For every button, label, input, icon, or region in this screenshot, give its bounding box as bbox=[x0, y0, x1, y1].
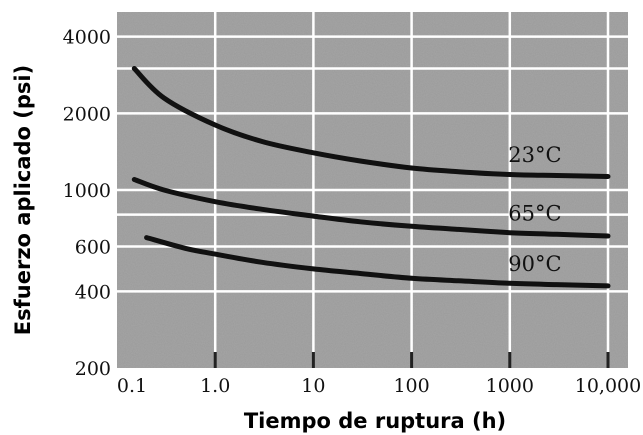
x-tick-label-1000: 1000 bbox=[486, 375, 534, 397]
series-label-2: 65°C bbox=[508, 202, 561, 226]
y-tick-label-4000: 4000 bbox=[63, 27, 111, 49]
x-tick-label-0.1: 0.1 bbox=[117, 375, 147, 397]
x-tick-label-10: 10 bbox=[301, 375, 325, 397]
x-tick-label-10,000: 10,000 bbox=[575, 375, 641, 397]
minor-ticks bbox=[213, 352, 610, 368]
x-tick-label-1.0: 1.0 bbox=[200, 375, 230, 397]
y-axis-title: Esfuerzo aplicado (psi) bbox=[11, 65, 35, 335]
grid bbox=[117, 12, 628, 368]
series-line-3 bbox=[144, 235, 611, 289]
y-tick-label-200: 200 bbox=[75, 358, 111, 380]
x-tick-label-100: 100 bbox=[393, 375, 429, 397]
x-axis-ticks: 0.1 1.0 10 100 1000 10,000 bbox=[117, 375, 641, 397]
series-label-3: 90°C bbox=[508, 252, 561, 276]
series-label-1: 23°C bbox=[508, 143, 561, 167]
series-line-2 bbox=[131, 177, 611, 239]
y-tick-label-2000: 2000 bbox=[63, 103, 111, 125]
x-axis-title: Tiempo de ruptura (h) bbox=[244, 409, 506, 433]
series-lines bbox=[131, 66, 611, 289]
series-labels: 23°C 65°C 90°C bbox=[508, 143, 561, 276]
y-tick-label-400: 400 bbox=[75, 281, 111, 303]
series-line-1 bbox=[131, 66, 611, 179]
y-axis-ticks: 200 400 600 1000 2000 4000 bbox=[63, 27, 111, 380]
y-tick-label-1000: 1000 bbox=[63, 180, 111, 202]
y-tick-label-600: 600 bbox=[75, 236, 111, 258]
